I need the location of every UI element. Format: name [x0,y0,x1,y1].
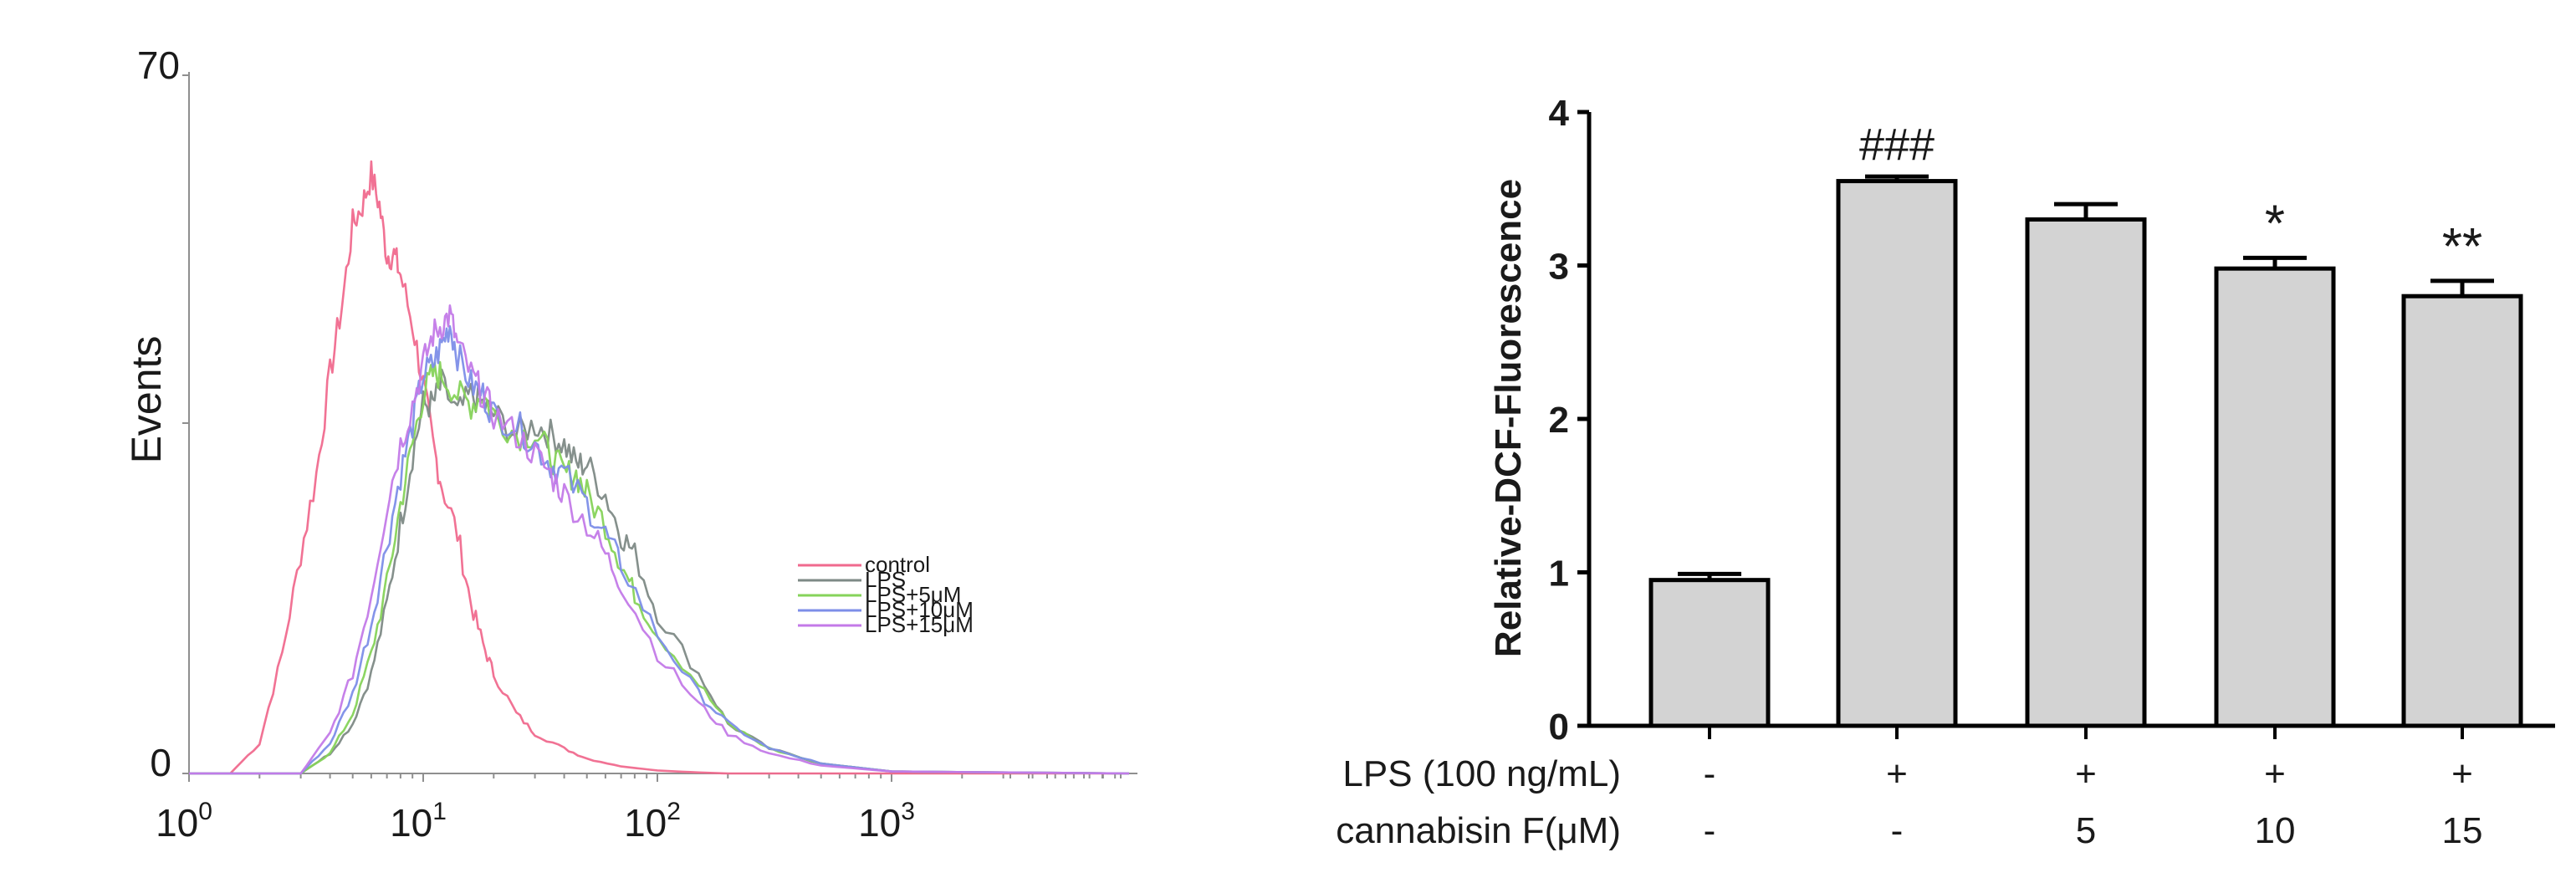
significance-marker-1: ### [1859,120,1935,170]
row-1-value-2: 5 [2076,810,2096,851]
histogram-line-0 [189,160,1129,775]
histogram-y-tick-label-top: 70 [137,43,180,87]
legend-label-1: LPS [865,567,906,592]
row-1-value-0: - [1704,810,1716,851]
bar-series: ###* ** [1648,120,2523,739]
histogram-x-tick-label: 100 [156,798,212,845]
bar-3 [2214,266,2336,728]
legend-label-4: LPS+15μM [865,612,974,637]
bar-2 [2025,217,2147,728]
legend-label-0: control [865,552,930,577]
histogram-y-tick-label-bottom: 0 [150,741,171,784]
legend-label-3: LPS+10μM [865,597,974,622]
histogram-x-tick-label: 101 [390,798,447,845]
histogram-line-4 [189,304,1130,775]
row-0-value-3: + [2264,753,2286,794]
significance-marker-4: ** [2442,218,2482,276]
row-0-value-4: + [2451,753,2473,794]
row-1-value-1: - [1891,810,1904,851]
significance-marker-3: * [2265,195,2285,253]
legend-label-2: LPS+5μM [865,582,961,607]
histogram-line-2 [189,360,1130,775]
row-1-value-3: 10 [2255,810,2296,851]
bar-4 [2401,293,2523,728]
row-label-0: LPS (100 ng/mL) [1342,753,1621,794]
histogram-panel: 70 0 Events 100 101 102 103 controlLPSLPS+5… [123,43,1137,845]
bar-1 [1836,179,1958,728]
histogram-x-ticks: 100 101 102 103 [156,773,1122,845]
row-1-value-4: 15 [2442,810,2483,851]
bar-y-tick-label: 3 [1549,247,1569,288]
histogram-x-tick-label: 102 [624,798,681,845]
bar-y-ticks: 0 1 2 3 4 [1549,93,1589,748]
bar-y-tick-label: 4 [1549,93,1570,134]
row-0-value-1: + [1886,753,1908,794]
histogram-y-axis-label: Events [123,336,170,464]
histogram-line-1 [189,368,1130,775]
bar-y-tick-label: 1 [1549,554,1569,595]
row-0-value-2: + [2075,753,2097,794]
histogram-series [189,160,1130,775]
treatment-table: LPS (100 ng/mL) - + + + + cannabisin F(μM) - - 5 1… [1336,753,2482,851]
row-label-1: cannabisin F(μM) [1336,810,1621,851]
bar-0 [1648,578,1771,728]
row-0-value-0: - [1704,753,1716,794]
bar-y-tick-label: 0 [1549,707,1569,748]
bar-y-axis-label: Relative-DCF-Fluorescence [1488,179,1529,657]
bar-y-tick-label: 2 [1549,400,1569,441]
histogram-line-3 [189,324,1130,775]
histogram-x-tick-label: 103 [858,798,915,845]
